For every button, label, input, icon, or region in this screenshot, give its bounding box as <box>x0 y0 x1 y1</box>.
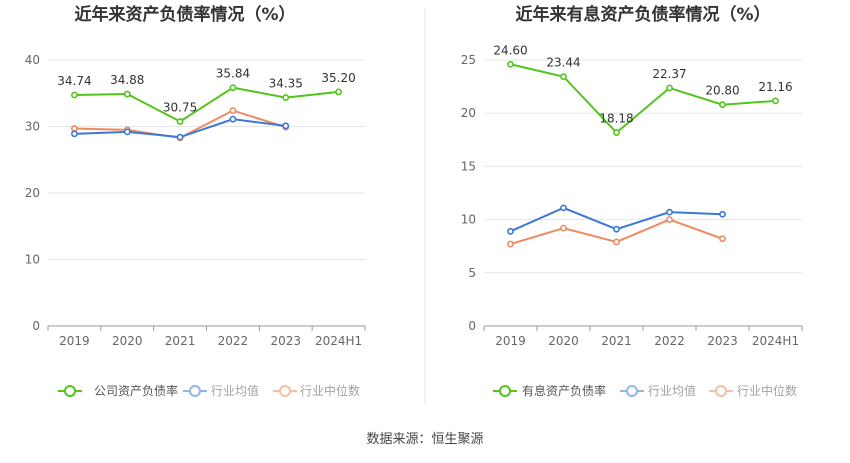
data-point <box>613 129 620 136</box>
data-point <box>507 240 514 248</box>
data-point <box>560 224 567 232</box>
data-point <box>666 84 673 92</box>
x-tick-label: 2020 <box>548 334 579 348</box>
x-tick-label: 2024H1 <box>315 334 362 348</box>
data-source: 数据来源：恒生聚源 <box>366 432 483 447</box>
legend-label: 行业均值 <box>211 383 259 398</box>
data-point <box>507 227 514 235</box>
legend-label: 公司资产负债率 <box>94 383 178 398</box>
data-point <box>71 130 78 138</box>
interest-debt-ratio-chart: 近年来有息资产负债率情况（%） 0 5 10 15 20 25 2019 2020 2021 202… <box>461 4 803 398</box>
data-label: 23.44 <box>546 56 580 70</box>
data-point <box>719 210 726 218</box>
data-point <box>229 84 237 92</box>
debt-ratio-chart: 近年来资产负债率情况（%） 0 10 20 30 40 2019 2020 2021 2022 20… <box>25 4 366 398</box>
data-label: 24.60 <box>493 43 527 57</box>
data-label: 35.84 <box>216 67 250 81</box>
legend-item: 有息资产负债率 <box>493 383 606 398</box>
x-tick-label: 2022 <box>654 334 685 348</box>
data-label: 34.35 <box>269 77 303 91</box>
data-point <box>719 235 726 243</box>
series-line <box>74 86 339 123</box>
x-tick-label: 2021 <box>165 334 196 348</box>
y-tick-label: 0 <box>468 319 476 333</box>
legend-item: 行业中位数 <box>709 383 797 398</box>
legend-item: 行业均值 <box>620 383 696 398</box>
chart-title: 近年来有息资产负债率情况（%） <box>515 4 770 25</box>
data-point <box>666 216 673 223</box>
legend-item: 行业均值 <box>183 383 259 398</box>
data-point <box>666 208 673 216</box>
data-point <box>229 107 237 114</box>
chart-title: 近年来资产负债率情况（%） <box>74 4 295 25</box>
y-tick-label: 0 <box>32 319 40 333</box>
legend-label: 行业中位数 <box>737 383 797 398</box>
data-label: 21.16 <box>758 80 792 94</box>
y-tick-label: 5 <box>468 266 476 280</box>
x-tick-label: 2022 <box>218 334 249 348</box>
legend-label: 行业均值 <box>648 383 696 398</box>
data-label: 18.18 <box>599 112 633 126</box>
y-tick-label: 15 <box>461 159 476 173</box>
legend-marker <box>64 385 76 397</box>
data-point <box>560 73 567 80</box>
data-point <box>71 125 78 132</box>
legend-marker <box>189 385 201 397</box>
legend-marker <box>499 385 511 397</box>
data-point <box>507 60 514 68</box>
y-tick-label: 20 <box>25 186 40 200</box>
data-point <box>772 97 779 105</box>
legend-marker <box>626 385 638 397</box>
data-label: 34.88 <box>110 73 144 87</box>
data-point <box>229 115 237 123</box>
data-label: 20.80 <box>705 84 739 98</box>
data-point <box>123 128 131 136</box>
x-tick-label: 2021 <box>601 334 632 348</box>
data-point <box>282 94 290 101</box>
x-tick-label: 2024H1 <box>752 334 799 348</box>
x-tick-label: 2023 <box>707 334 738 348</box>
data-point <box>176 133 184 141</box>
data-point <box>71 91 78 99</box>
data-point <box>123 90 131 98</box>
y-tick-label: 25 <box>461 53 476 67</box>
legend-label: 有息资产负债率 <box>522 383 606 398</box>
legend-item: 公司资产负债率 <box>58 383 178 398</box>
legend-marker <box>715 385 727 397</box>
data-label: 22.37 <box>652 67 686 81</box>
x-tick-label: 2019 <box>59 334 90 348</box>
legend-marker <box>279 385 291 397</box>
data-label: 35.20 <box>321 71 355 85</box>
x-tick-label: 2020 <box>112 334 143 348</box>
data-label: 34.74 <box>57 74 91 88</box>
x-tick-label: 2023 <box>270 334 301 348</box>
y-tick-label: 10 <box>25 253 40 267</box>
data-point <box>335 88 342 96</box>
legend-item: 行业中位数 <box>273 383 360 398</box>
y-tick-label: 20 <box>461 106 476 120</box>
data-point <box>176 118 184 125</box>
y-tick-label: 40 <box>25 53 40 67</box>
series-line <box>510 63 776 134</box>
data-point <box>613 238 620 246</box>
y-tick-label: 30 <box>25 120 40 134</box>
legend-label: 行业中位数 <box>300 383 360 398</box>
data-label: 30.75 <box>163 101 197 115</box>
data-point <box>613 225 620 233</box>
data-point <box>719 101 726 109</box>
data-point <box>282 122 290 130</box>
y-tick-label: 10 <box>461 213 476 227</box>
x-tick-label: 2019 <box>495 334 526 348</box>
data-point <box>560 204 567 212</box>
